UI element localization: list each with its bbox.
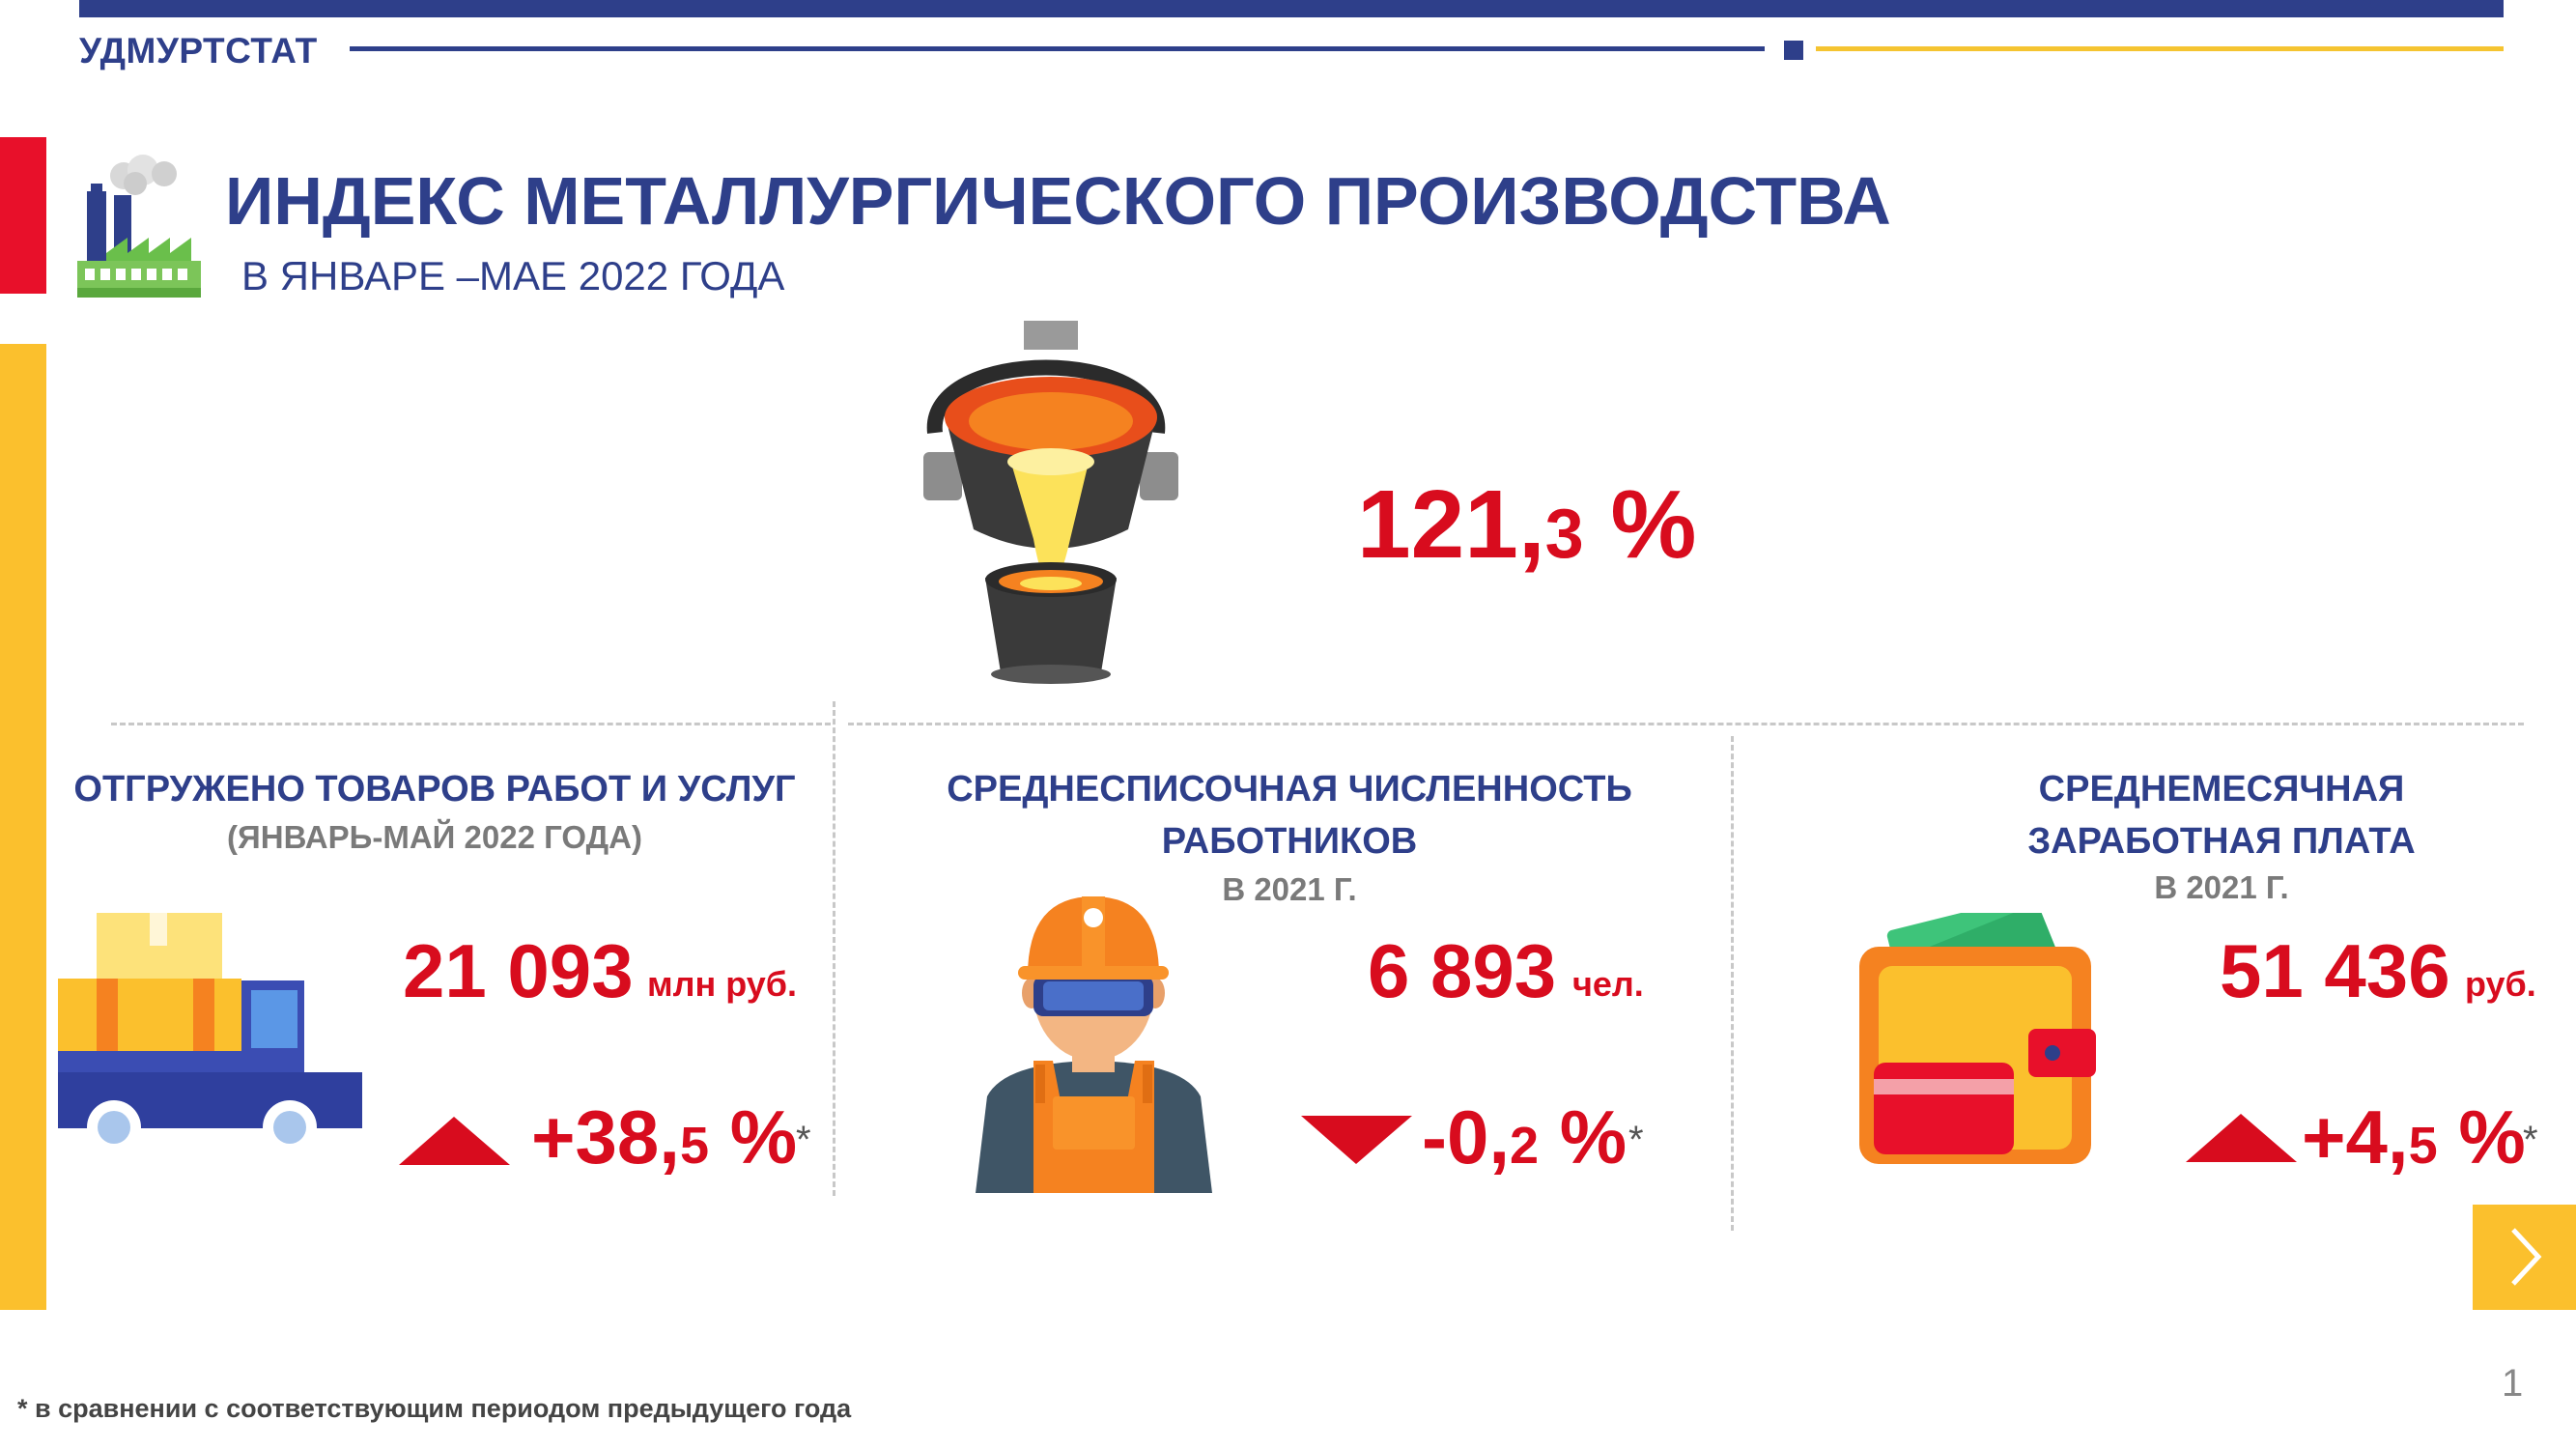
index-int: 121, [1357,470,1545,579]
truck-icon [58,913,362,1154]
change-suffix: % [1539,1094,1628,1179]
footnote-mark: * [1628,1119,1644,1161]
header-square [1784,41,1803,60]
wallet-icon [1859,913,2096,1164]
change-suffix: % [2437,1094,2526,1179]
headcount-heading-line2: РАБОТНИКОВ [1161,821,1418,862]
change-int: +38, [531,1094,680,1179]
top-bar [79,0,2504,17]
change-int: +4, [2302,1094,2409,1179]
column-divider-2 [1731,736,1734,1231]
shipped-goods-unit: млн руб. [647,964,798,1004]
headcount-heading: СРЕДНЕСПИСОЧНАЯ ЧИСЛЕННОСТЬ РАБОТНИКОВ [869,763,1710,867]
chevron-right-icon [2511,1228,2542,1286]
salary-period: В 2021 Г. [2154,869,2289,905]
page-title: ИНДЕКС МЕТАЛЛУРГИЧЕСКОГО ПРОИЗВОДСТВА [225,163,1891,239]
footnote-mark: * [2523,1119,2538,1161]
headcount-change: -0,2 % [1422,1094,1627,1181]
headcount-unit: чел. [1572,964,1644,1004]
salary-heading-line1: СРЕДНЕМЕСЯЧНАЯ [2038,769,2405,810]
down-arrow-icon [1301,1116,1412,1164]
divider-right [848,723,2524,725]
change-dec: 5 [679,1117,710,1175]
headcount-value: 6 893 [1368,928,1557,1013]
metallurgy-index-value: 121,3 % [1357,469,1696,581]
index-dec: 3 [1544,496,1584,573]
header-line-yellow [1816,46,2504,51]
footnote: * в сравнении с соответствующим периодом… [17,1394,852,1423]
brand-name: УДМУРТСТАТ [79,31,318,71]
shipped-goods-change: +38,5 % [531,1094,797,1181]
side-accent-yellow [0,344,46,1310]
salary-heading-line2: ЗАРАБОТНАЯ ПЛАТА [2027,821,2416,862]
up-arrow-icon [2186,1114,2297,1162]
next-slide-button[interactable] [2473,1205,2576,1310]
page-number: 1 [2502,1362,2524,1405]
page-subtitle: В ЯНВАРЕ –МАЕ 2022 ГОДА [241,253,785,298]
headcount-heading-line1: СРЕДНЕСПИСОЧНАЯ ЧИСЛЕННОСТЬ [947,769,1632,810]
change-dec: 5 [2408,1117,2438,1175]
headcount-period: В 2021 Г. [1222,871,1357,907]
index-suffix: % [1583,470,1697,579]
footnote-mark: * [796,1119,811,1161]
salary-change: +4,5 % [2302,1094,2526,1181]
change-int: -0, [1422,1094,1511,1179]
salary-unit: руб. [2465,964,2536,1004]
worker-icon [976,896,1212,1193]
header-line-blue [350,46,1765,51]
ladle-icon [923,321,1178,684]
salary-value: 51 436 [2220,928,2450,1013]
column-divider-1 [833,701,835,1196]
side-accent-red [0,137,46,294]
up-arrow-icon [399,1117,510,1165]
shipped-goods-value: 21 093 [403,928,634,1013]
shipped-goods-period: (ЯНВАРЬ-МАЙ 2022 ГОДА) [227,819,642,855]
factory-icon [77,155,201,298]
salary-heading: СРЕДНЕМЕСЯЧНАЯ ЗАРАБОТНАЯ ПЛАТА [1835,763,2576,867]
shipped-goods-heading: ОТГРУЖЕНО ТОВАРОВ РАБОТ И УСЛУГ [73,769,796,810]
divider-left [111,723,831,725]
change-suffix: % [709,1094,798,1179]
change-dec: 2 [1510,1117,1540,1175]
